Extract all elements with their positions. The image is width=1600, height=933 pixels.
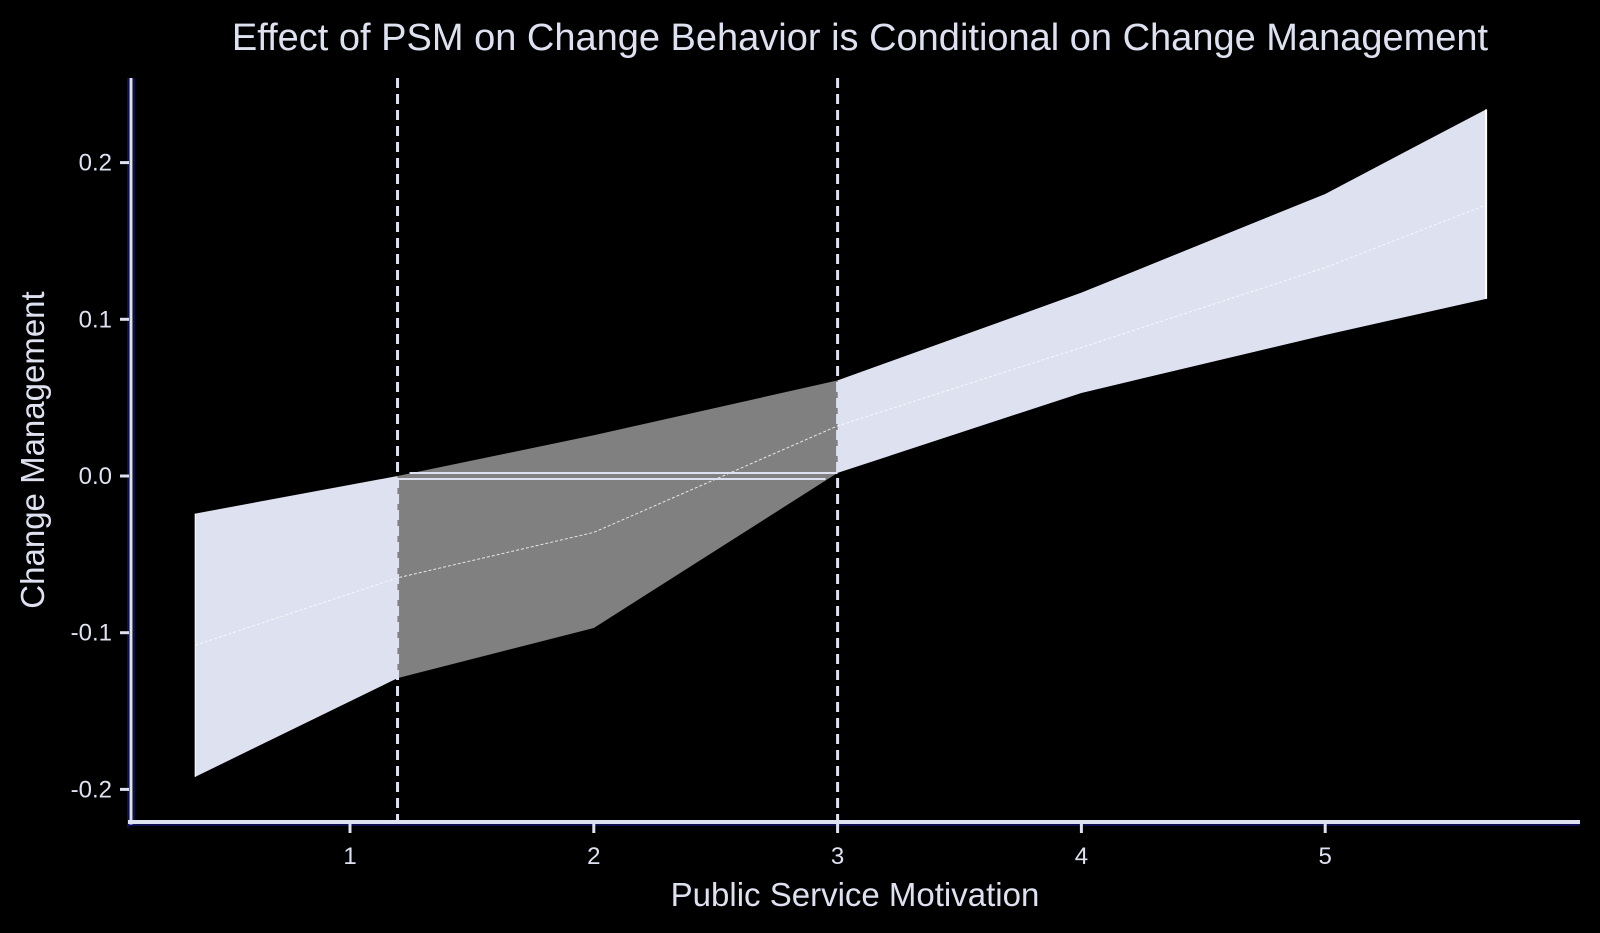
significant-low-band — [195, 476, 398, 777]
y-tick-label: 0.2 — [79, 150, 112, 177]
x-tick-label: 2 — [587, 843, 600, 870]
y-ticks: -0.2 -0.1 0.0 0.1 0.2 — [71, 150, 129, 803]
y-tick-label: 0.1 — [79, 306, 112, 333]
chart-title: Effect of PSM on Change Behavior is Cond… — [232, 17, 1489, 59]
estimate-line — [194, 109, 1488, 777]
y-axis: -0.2 -0.1 0.0 0.1 0.2 — [71, 78, 135, 828]
not-significant-band — [397, 380, 838, 679]
y-axis-label: Change Management — [14, 291, 51, 608]
plot-area — [194, 78, 1488, 822]
y-tick-label: -0.2 — [71, 776, 112, 803]
confidence-bands — [195, 109, 1487, 777]
x-axis-label: Public Service Motivation — [671, 876, 1040, 913]
y-tick-label: -0.1 — [71, 620, 112, 647]
x-tick-label: 5 — [1319, 843, 1332, 870]
x-tick-label: 1 — [343, 843, 356, 870]
reference-lines — [396, 78, 840, 822]
x-tick-label: 3 — [831, 843, 844, 870]
x-axis: 1 2 3 4 5 — [128, 820, 1580, 870]
y-tick-label: 0.0 — [79, 463, 112, 490]
x-ticks: 1 2 3 4 5 — [343, 824, 1332, 870]
x-tick-label: 4 — [1075, 843, 1088, 870]
significant-high-band — [837, 109, 1487, 473]
